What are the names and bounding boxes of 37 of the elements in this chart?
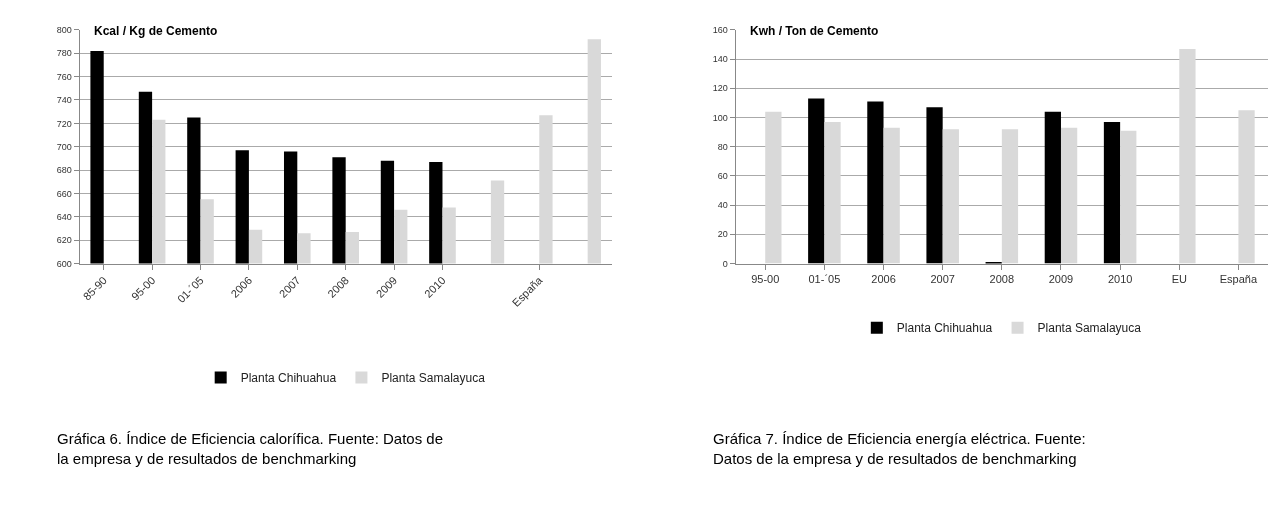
y-tick-label: 80 [717, 141, 728, 152]
y-tick-label: 20 [717, 229, 728, 240]
legend-label: Planta Samalayuca [381, 371, 486, 386]
y-tick-label: 680 [56, 165, 72, 176]
x-tick-label: España [1219, 272, 1258, 285]
y-tick-label: 140 [712, 54, 728, 65]
y-tick-label: 0 [722, 258, 728, 269]
text: Gráfica 7. Índice de Eficiencia energía eléctrica. Fuente: Datos de la empresa y de resultados de benchmarking [713, 430, 1086, 467]
x-tick-label: 2007 [930, 272, 955, 285]
x-tick-label: 95-00 [751, 272, 780, 285]
x-tick-label: 2008 [989, 272, 1015, 285]
y-tick-label: 600 [56, 258, 72, 269]
legend-label: Planta Chihuahua [240, 371, 337, 386]
x-tick-label: EU [1171, 272, 1187, 285]
y-tick-label: 760 [56, 71, 72, 82]
x-tick-label: 2006 [871, 272, 896, 285]
y-tick-label: 740 [56, 95, 72, 106]
y-tick-label: 100 [712, 112, 728, 123]
legend-label: Planta Chihuahua [896, 321, 993, 336]
y-tick-label: 780 [56, 48, 72, 59]
y-tick-label: 620 [56, 235, 72, 246]
x-tick-label: 2009 [1048, 272, 1074, 285]
x-tick-label: 01-´05 [808, 272, 841, 285]
chart-title: Kwh / Ton de Cemento [750, 24, 879, 38]
y-tick-label: 720 [56, 118, 72, 129]
y-tick-label: 660 [56, 188, 72, 199]
chart-title: Kcal / Kg de Cemento [94, 24, 218, 38]
legend-label: Planta Samalayuca [1037, 321, 1142, 336]
y-tick-label: 120 [712, 83, 728, 94]
y-tick-label: 40 [717, 200, 728, 211]
y-tick-label: 800 [56, 25, 72, 36]
y-tick-label: 160 [712, 25, 728, 36]
text: Gráfica 6. Índice de Eficiencia calorífica. Fuente: Datos de la empresa y de resultados de benchmarking [57, 430, 444, 467]
y-tick-label: 60 [717, 171, 728, 182]
x-tick-label: 2010 [1107, 272, 1133, 285]
y-tick-label: 700 [56, 141, 72, 152]
y-tick-label: 640 [56, 211, 72, 222]
